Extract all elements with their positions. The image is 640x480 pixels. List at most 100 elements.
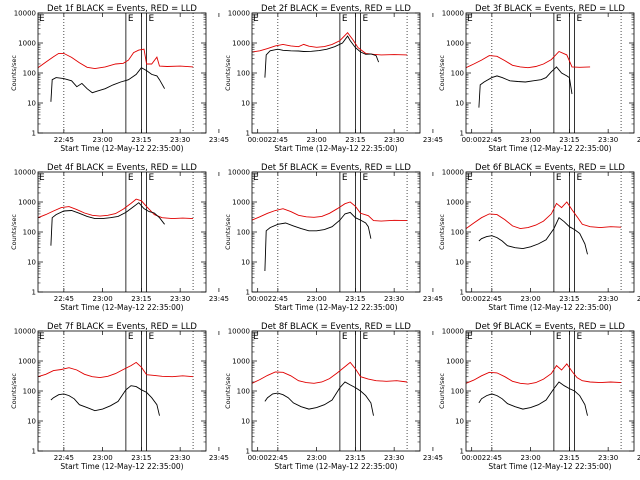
event-marker-label: E <box>577 173 583 183</box>
y-tick-label: 1000 <box>446 199 464 207</box>
x-tick-label: 23:00 <box>307 295 327 303</box>
y-tick-label: 1 <box>246 289 250 297</box>
event-marker-label: E <box>556 173 562 183</box>
y-axis-label: Counts/sec <box>438 214 446 250</box>
y-tick-label: 1 <box>460 130 464 138</box>
y-tick-label: 1000 <box>232 199 250 207</box>
series-events-line <box>478 217 588 255</box>
y-tick-label: 10000 <box>14 169 36 177</box>
x-tick-label: 22:45 <box>54 295 74 303</box>
event-marker-label: E <box>149 173 155 183</box>
event-marker-label: E <box>253 14 259 24</box>
y-tick-label: 100 <box>451 229 464 237</box>
y-tick-label: 100 <box>23 70 36 78</box>
y-tick-label: 10000 <box>228 328 250 336</box>
plot-frame <box>37 330 207 452</box>
y-tick-label: 10 <box>241 418 250 426</box>
series-events-line <box>478 66 573 108</box>
event-marker-label: E <box>39 332 45 342</box>
x-axis-label: Start Time (12-May-12 22:35:00) <box>60 303 183 312</box>
x-tick-label: 23:30 <box>384 136 404 144</box>
y-tick-label: 10 <box>241 259 250 267</box>
x-tick-label: 00:00 <box>248 295 268 303</box>
x-tick-label: 23:30 <box>170 295 190 303</box>
panel-title: Det 5f BLACK = Events, RED = LLD <box>261 163 411 173</box>
y-tick-label: 100 <box>237 388 250 396</box>
x-tick-label: 22:45 <box>268 295 288 303</box>
x-tick-label: 00:00 <box>248 136 268 144</box>
y-tick-label: 1 <box>246 448 250 456</box>
event-marker-label: E <box>253 332 259 342</box>
x-tick-label: 00:00 <box>462 454 482 462</box>
y-axis-label: Counts/sec <box>224 55 232 91</box>
event-marker-label: E <box>363 14 369 24</box>
x-tick-label: 23:00 <box>93 136 113 144</box>
series-events-line <box>50 385 160 416</box>
y-tick-label: 10000 <box>442 169 464 177</box>
x-tick-label: 23:00 <box>93 295 113 303</box>
event-marker-label: E <box>128 173 134 183</box>
x-axis-label: Start Time (12-May-12 22:35:00) <box>60 144 183 153</box>
y-tick-label: 1000 <box>446 358 464 366</box>
y-axis-label: Counts/sec <box>438 373 446 409</box>
panel-title: Det 1f BLACK = Events, RED = LLD <box>47 4 197 14</box>
y-tick-label: 1000 <box>232 40 250 48</box>
series-lld-line <box>465 363 622 385</box>
x-tick-label: 00:00 <box>462 295 482 303</box>
y-tick-label: 10000 <box>14 328 36 336</box>
y-axis-label: Counts/sec <box>438 55 446 91</box>
y-tick-label: 1000 <box>18 358 36 366</box>
y-tick-label: 1000 <box>446 40 464 48</box>
x-tick-label: 23:45 <box>423 136 443 144</box>
event-marker-label: E <box>342 173 348 183</box>
x-tick-label: 23:45 <box>423 454 443 462</box>
event-marker-label: E <box>253 173 259 183</box>
series-events-line <box>264 211 372 272</box>
y-tick-label: 1 <box>460 289 464 297</box>
y-tick-label: 10 <box>27 100 36 108</box>
event-marker-label: E <box>39 173 45 183</box>
series-lld-line <box>465 50 591 69</box>
x-tick-label: 23:15 <box>131 454 151 462</box>
panel-title: Det 7f BLACK = Events, RED = LLD <box>47 322 197 332</box>
series-lld-line <box>465 201 622 230</box>
x-tick-label: 23:00 <box>93 454 113 462</box>
y-axis-label: Counts/sec <box>10 214 18 250</box>
x-axis-label: Start Time (12-May-12 22:35:00) <box>274 144 397 153</box>
x-tick-label: 22:45 <box>268 454 288 462</box>
y-tick-label: 1 <box>32 448 36 456</box>
panel-title: Det 3f BLACK = Events, RED = LLD <box>475 4 625 14</box>
series-lld-line <box>37 198 194 220</box>
y-axis-label: Counts/sec <box>224 214 232 250</box>
x-tick-label: 23:00 <box>307 454 327 462</box>
y-tick-label: 100 <box>451 70 464 78</box>
y-tick-label: 10 <box>455 100 464 108</box>
x-axis-label: Start Time (12-May-12 22:35:00) <box>60 462 183 471</box>
x-tick-label: 23:15 <box>559 295 579 303</box>
x-tick-label: 23:30 <box>384 454 404 462</box>
y-tick-label: 100 <box>237 229 250 237</box>
x-tick-label: 23:30 <box>170 454 190 462</box>
x-axis-label: Start Time (12-May-12 22:35:00) <box>274 462 397 471</box>
x-tick-label: 22:45 <box>482 295 502 303</box>
plot-frame <box>251 12 421 134</box>
x-axis-label: Start Time (12-May-12 22:35:00) <box>488 462 611 471</box>
y-tick-label: 10 <box>455 259 464 267</box>
plot-frame <box>251 171 421 293</box>
y-tick-label: 10000 <box>14 10 36 18</box>
y-tick-label: 1000 <box>18 40 36 48</box>
x-tick-label: 23:15 <box>559 454 579 462</box>
y-axis-label: Counts/sec <box>224 373 232 409</box>
event-marker-label: E <box>577 14 583 24</box>
x-tick-label: 23:30 <box>384 295 404 303</box>
event-marker-label: E <box>556 332 562 342</box>
event-marker-label: E <box>149 14 155 24</box>
x-axis-label: Start Time (12-May-12 22:35:00) <box>274 303 397 312</box>
